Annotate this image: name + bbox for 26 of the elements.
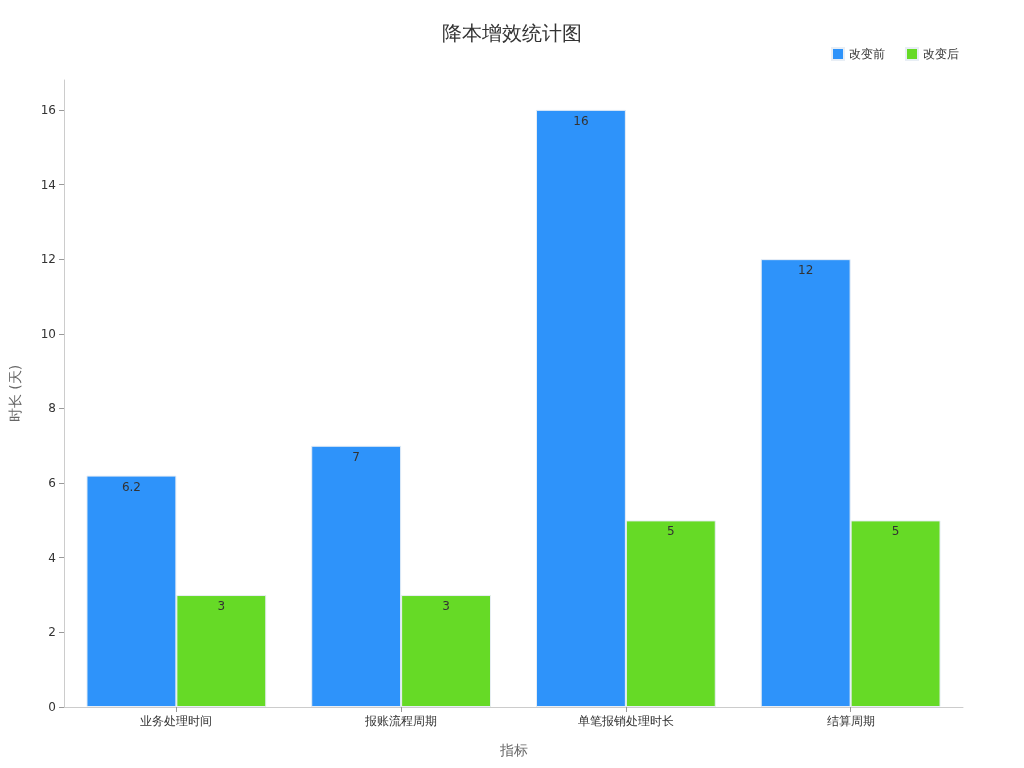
x-tick-label: 单笔报销处理时长 [577,714,674,728]
y-tick-label: 10 [40,326,56,341]
y-tick-label: 16 [40,102,56,117]
y-tick-label: 8 [48,401,56,416]
legend-label: 改变后 [923,47,959,61]
x-axis-title: 指标 [498,742,528,758]
data-label: 7 [352,449,360,464]
y-tick-label: 14 [40,177,56,192]
data-label: 3 [442,599,450,614]
y-axis-title: 时长 (天) [7,364,23,423]
data-label: 5 [891,524,900,539]
x-tick-label: 业务处理时间 [140,714,213,728]
chart-title: 降本增效统计图 [442,21,582,45]
data-label: 16 [573,113,589,128]
y-tick-label: 6 [48,476,56,491]
data-label: 5 [667,524,675,539]
y-tick-label: 2 [48,625,56,640]
y-tick-label: 4 [48,550,56,565]
data-label: 3 [217,599,226,614]
data-label: 12 [798,263,814,278]
legend-label: 改变前 [849,47,885,61]
data-label: 6.2 [121,479,141,494]
x-tick-label: 结算周期 [826,714,875,728]
y-tick-label: 12 [40,252,56,267]
y-tick-label: 0 [48,700,56,714]
x-tick-label: 报账流程周期 [364,714,438,728]
